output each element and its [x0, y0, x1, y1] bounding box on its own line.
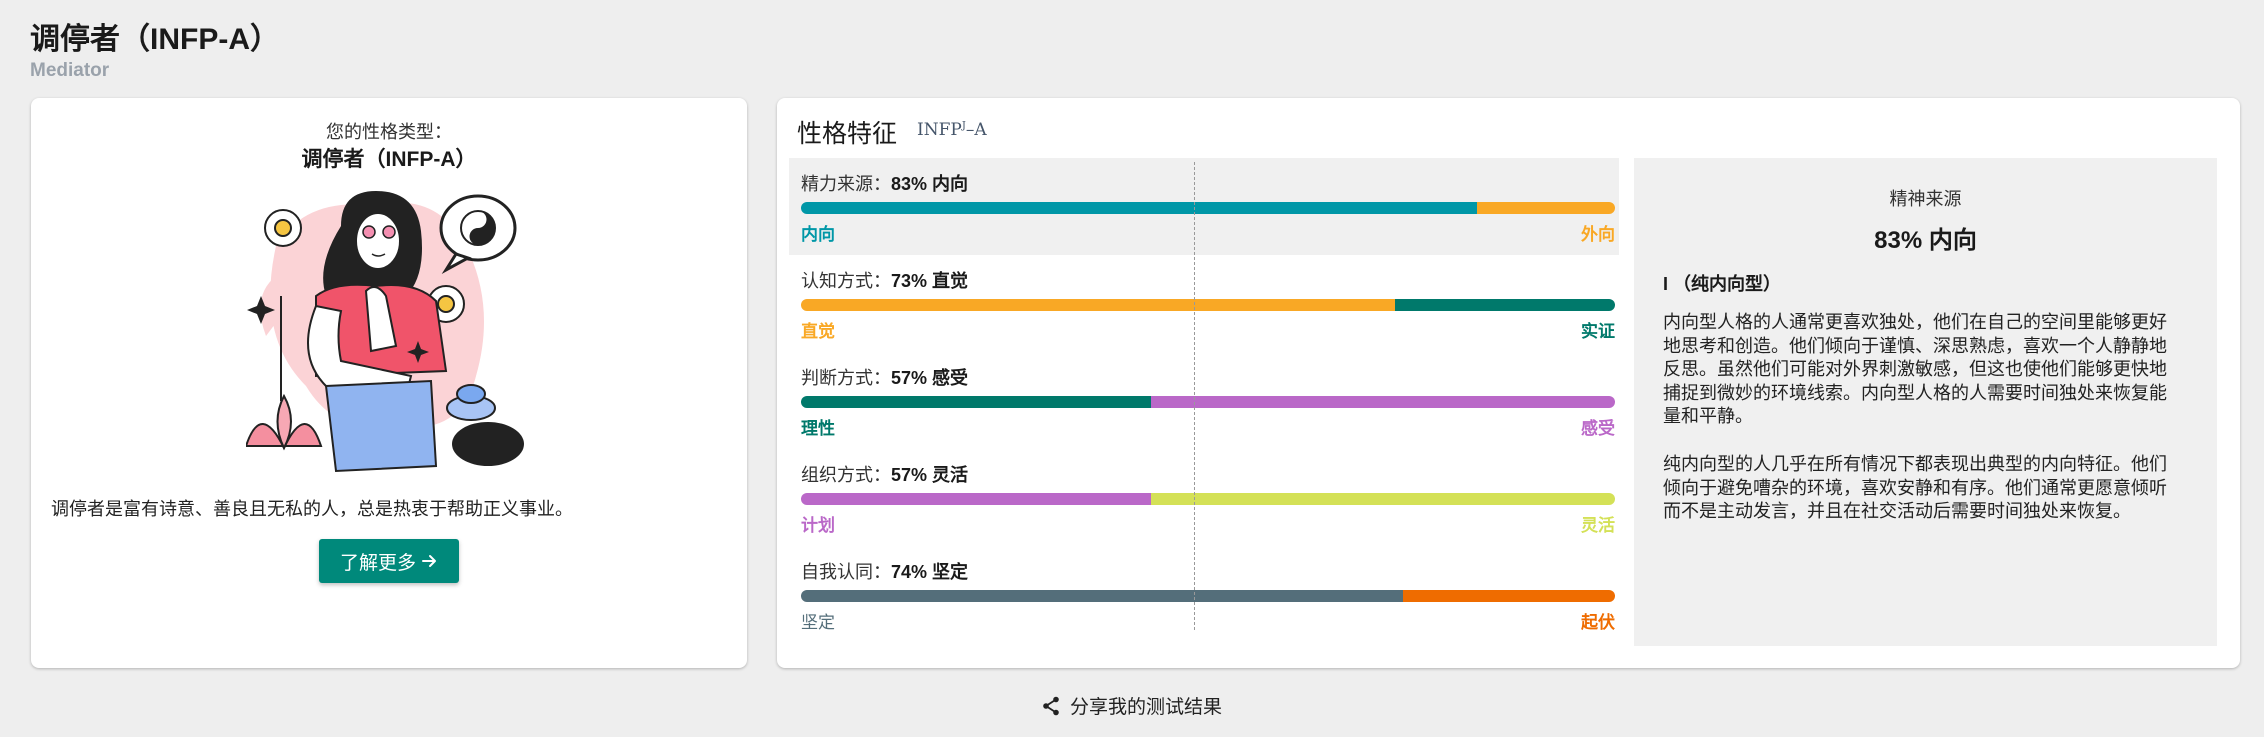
trait-value: 73% 直觉 — [891, 271, 969, 291]
traits-title: 性格特征 — [797, 120, 898, 148]
trait-bar — [801, 493, 1615, 505]
trait-label-text: 精力来源： — [801, 174, 891, 194]
trait-bar — [801, 396, 1615, 408]
trait-pole-right: 实证 — [1581, 322, 1615, 341]
trait-value: 57% 感受 — [891, 368, 969, 388]
midpoint-divider — [1194, 162, 1195, 630]
detail-paragraph-2: 纯内向型的人几乎在所有情况下都表现出典型的内向特征。他们倾向于避免嘈杂的环境，喜… — [1663, 454, 2167, 521]
type-name: 调停者（INFP-A） — [301, 148, 477, 171]
detail-heading: 精神来源 — [1889, 189, 1962, 209]
share-icon — [1043, 696, 1059, 715]
page-subtitle: Mediator — [30, 60, 110, 81]
trait-bar — [801, 299, 1615, 311]
trait-bar — [801, 590, 1615, 602]
trait-label: 判断方式：57% 感受 — [801, 364, 968, 390]
trait-row-identity[interactable]: 自我认同：74% 坚定 坚定 起伏 — [789, 546, 1619, 643]
trait-label-text: 认知方式： — [801, 271, 891, 291]
trait-label-text: 自我认同： — [801, 562, 891, 582]
type-summary-card: 您的性格类型： 调停者（INFP-A） — [31, 98, 747, 668]
trait-detail-panel: 精神来源 83% 内向 I （纯内向型） 内向型人格的人通常更喜欢独处，他们在自… — [1634, 158, 2217, 646]
trait-pole-left: 计划 — [801, 516, 835, 535]
trait-label: 精力来源：83% 内向 — [801, 170, 968, 196]
trait-bar-right — [1395, 299, 1615, 311]
trait-bar-right — [1403, 590, 1615, 602]
trait-bar-left — [801, 493, 1152, 505]
trait-bar-left — [801, 590, 1404, 602]
mediator-illustration — [246, 191, 524, 473]
type-description: 调停者是富有诗意、善良且无私的人，总是热衷于帮助正义事业。 — [51, 499, 573, 519]
share-label: 分享我的测试结果 — [1070, 697, 1223, 718]
traits-code: INFPJ–A — [917, 120, 987, 140]
trait-pole-right: 外向 — [1581, 225, 1615, 244]
trait-row-energy[interactable]: 精力来源：83% 内向 内向 外向 — [789, 158, 1619, 255]
learn-more-label: 了解更多 — [339, 552, 416, 574]
detail-value: 83% 内向 — [1874, 227, 1977, 254]
traits-code-suffix: –A — [965, 120, 987, 140]
trait-bar-left — [801, 202, 1477, 214]
traits-list: 精力来源：83% 内向 内向 外向 认知方式：73% 直觉 直觉 实证 判断方式… — [789, 158, 1619, 648]
trait-bar-right — [1151, 396, 1615, 408]
trait-label-text: 判断方式： — [801, 368, 891, 388]
trait-value: 57% 灵活 — [891, 465, 969, 485]
trait-row-tactics[interactable]: 组织方式：57% 灵活 计划 灵活 — [789, 449, 1619, 546]
trait-label: 自我认同：74% 坚定 — [801, 558, 968, 584]
trait-pole-right: 起伏 — [1581, 613, 1615, 632]
trait-pole-right: 灵活 — [1581, 516, 1615, 535]
trait-value: 83% 内向 — [891, 174, 969, 194]
yin-yang-icon — [439, 194, 517, 275]
learn-more-button[interactable]: 了解更多 — [319, 539, 459, 583]
trait-label: 认知方式：73% 直觉 — [801, 267, 968, 293]
detail-paragraph-1: 内向型人格的人通常更喜欢独处，他们在自己的空间里能够更好地思考和创造。他们倾向于… — [1663, 312, 2167, 426]
daisy-left-icon — [264, 209, 302, 247]
detail-subtitle: I （纯内向型） — [1663, 274, 1782, 294]
trait-bar-left — [801, 299, 1396, 311]
trait-bar-left — [801, 396, 1152, 408]
trait-label: 组织方式：57% 灵活 — [801, 461, 968, 487]
trait-bar — [801, 202, 1615, 214]
traits-code-main: INFP — [917, 120, 962, 140]
page-title: 调停者（INFP-A） — [30, 23, 280, 56]
type-label: 您的性格类型： — [326, 122, 452, 142]
trait-row-nature[interactable]: 判断方式：57% 感受 理性 感受 — [789, 352, 1619, 449]
arrow-right-icon — [422, 555, 436, 567]
trait-pole-right: 感受 — [1581, 419, 1615, 438]
traits-card: 性格特征 INFPJ–A 精力来源：83% 内向 内向 外向 认知方式：73% … — [777, 98, 2240, 668]
trait-value: 74% 坚定 — [891, 562, 969, 582]
trait-row-mind[interactable]: 认知方式：73% 直觉 直觉 实证 — [789, 255, 1619, 352]
trait-label-text: 组织方式： — [801, 465, 891, 485]
trait-bar-right — [1151, 493, 1615, 505]
trait-pole-left: 内向 — [801, 225, 835, 244]
trait-pole-left: 坚定 — [801, 613, 835, 632]
trait-pole-left: 理性 — [801, 419, 835, 438]
trait-pole-left: 直觉 — [801, 322, 835, 341]
page-header: 调停者（INFP-A） Mediator — [30, 20, 280, 82]
traits-code-sup: J — [961, 120, 966, 132]
share-results-link[interactable]: 分享我的测试结果 — [1042, 692, 1222, 719]
trait-bar-right — [1476, 202, 1615, 214]
